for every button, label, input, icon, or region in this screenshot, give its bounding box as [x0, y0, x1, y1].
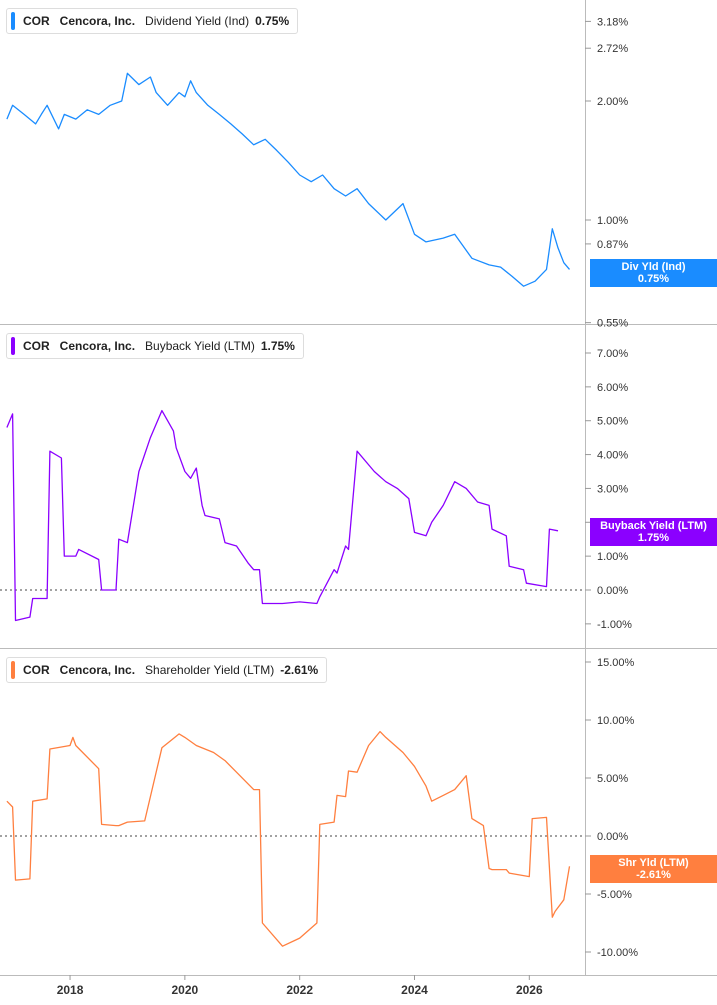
y-tick-label: 0.55% [597, 318, 628, 330]
x-tick-label: 2018 [57, 983, 84, 997]
legend-ticker: COR [23, 663, 50, 677]
y-tick-label: 0.87% [597, 239, 628, 251]
legend-swatch-shareholder [11, 661, 15, 679]
badge-label: Shr Yld (LTM) [618, 857, 689, 869]
badge-shareholder: Shr Yld (LTM) -2.61% [590, 855, 717, 883]
y-tick-label: 3.00% [597, 483, 628, 495]
y-tick-label: 5.00% [597, 416, 628, 428]
y-tick-label: 7.00% [597, 348, 628, 360]
legend-company: Cencora, Inc. [59, 663, 136, 677]
y-tick-label: 3.18% [597, 16, 628, 28]
y-tick-label: 2.00% [597, 96, 628, 108]
y-tick-label: 10.00% [597, 715, 635, 727]
y-tick-label: 4.00% [597, 450, 628, 462]
legend-value: 1.75% [260, 339, 295, 353]
legend-buyback: COR Cencora, Inc. Buyback Yield (LTM) 1.… [6, 333, 304, 359]
legend-company: Cencora, Inc. [59, 339, 136, 353]
legend-metric: Dividend Yield (Ind) [145, 14, 250, 28]
badge-value: -2.61% [636, 869, 671, 881]
legend-swatch-dividend [11, 12, 15, 30]
y-tick-label: -5.00% [597, 889, 632, 901]
legend-dividend: COR Cencora, Inc. Dividend Yield (Ind) 0… [6, 8, 299, 34]
y-tick-label: 2.72% [597, 43, 628, 55]
legend-value: -2.61% [280, 663, 319, 677]
y-tick-label: 1.00% [597, 215, 628, 227]
legend-ticker: COR [23, 14, 50, 28]
y-tick-label: 15.00% [597, 657, 635, 669]
badge-value: 1.75% [637, 532, 670, 544]
x-tick-label: 2022 [286, 983, 313, 997]
badge-buyback: Buyback Yield (LTM) 1.75% [590, 518, 717, 546]
x-axis-ticks: 2018 2020 2022 2024 2026 [57, 975, 543, 997]
y-tick-label: 5.00% [597, 773, 628, 785]
y-tick-label: -10.00% [597, 947, 638, 959]
badge-value: 0.75% [637, 273, 670, 285]
badge-label: Buyback Yield (LTM) [600, 520, 707, 532]
badge-label: Div Yld (Ind) [621, 261, 686, 273]
legend-value: 0.75% [255, 14, 290, 28]
x-tick-label: 2024 [401, 983, 428, 997]
lines-layer [6, 72, 571, 947]
legend-swatch-buyback [11, 337, 15, 355]
series-line-dividend [6, 72, 570, 287]
y-tick-label: 0.00% [597, 831, 628, 843]
x-tick-label: 2020 [172, 983, 199, 997]
y-tick-label: -1.00% [597, 619, 632, 631]
series-line-buyback [6, 409, 559, 622]
y-tick-label: 6.00% [597, 382, 628, 394]
legend-metric: Shareholder Yield (LTM) [145, 663, 275, 677]
x-tick-label: 2026 [516, 983, 543, 997]
legend-ticker: COR [23, 339, 50, 353]
badge-dividend: Div Yld (Ind) 0.75% [590, 259, 717, 287]
ticks-layer: 3.18% 2.72% 2.00% 1.00% 0.87% 0.55% 7.00% 6.00%… [0, 16, 638, 959]
y-tick-label: 0.00% [597, 585, 628, 597]
legend-shareholder: COR Cencora, Inc. Shareholder Yield (LTM… [6, 657, 328, 683]
legend-metric: Buyback Yield (LTM) [145, 339, 255, 353]
series-line-shareholder [6, 730, 571, 947]
legend-company: Cencora, Inc. [59, 14, 136, 28]
y-tick-label: 1.00% [597, 551, 628, 563]
